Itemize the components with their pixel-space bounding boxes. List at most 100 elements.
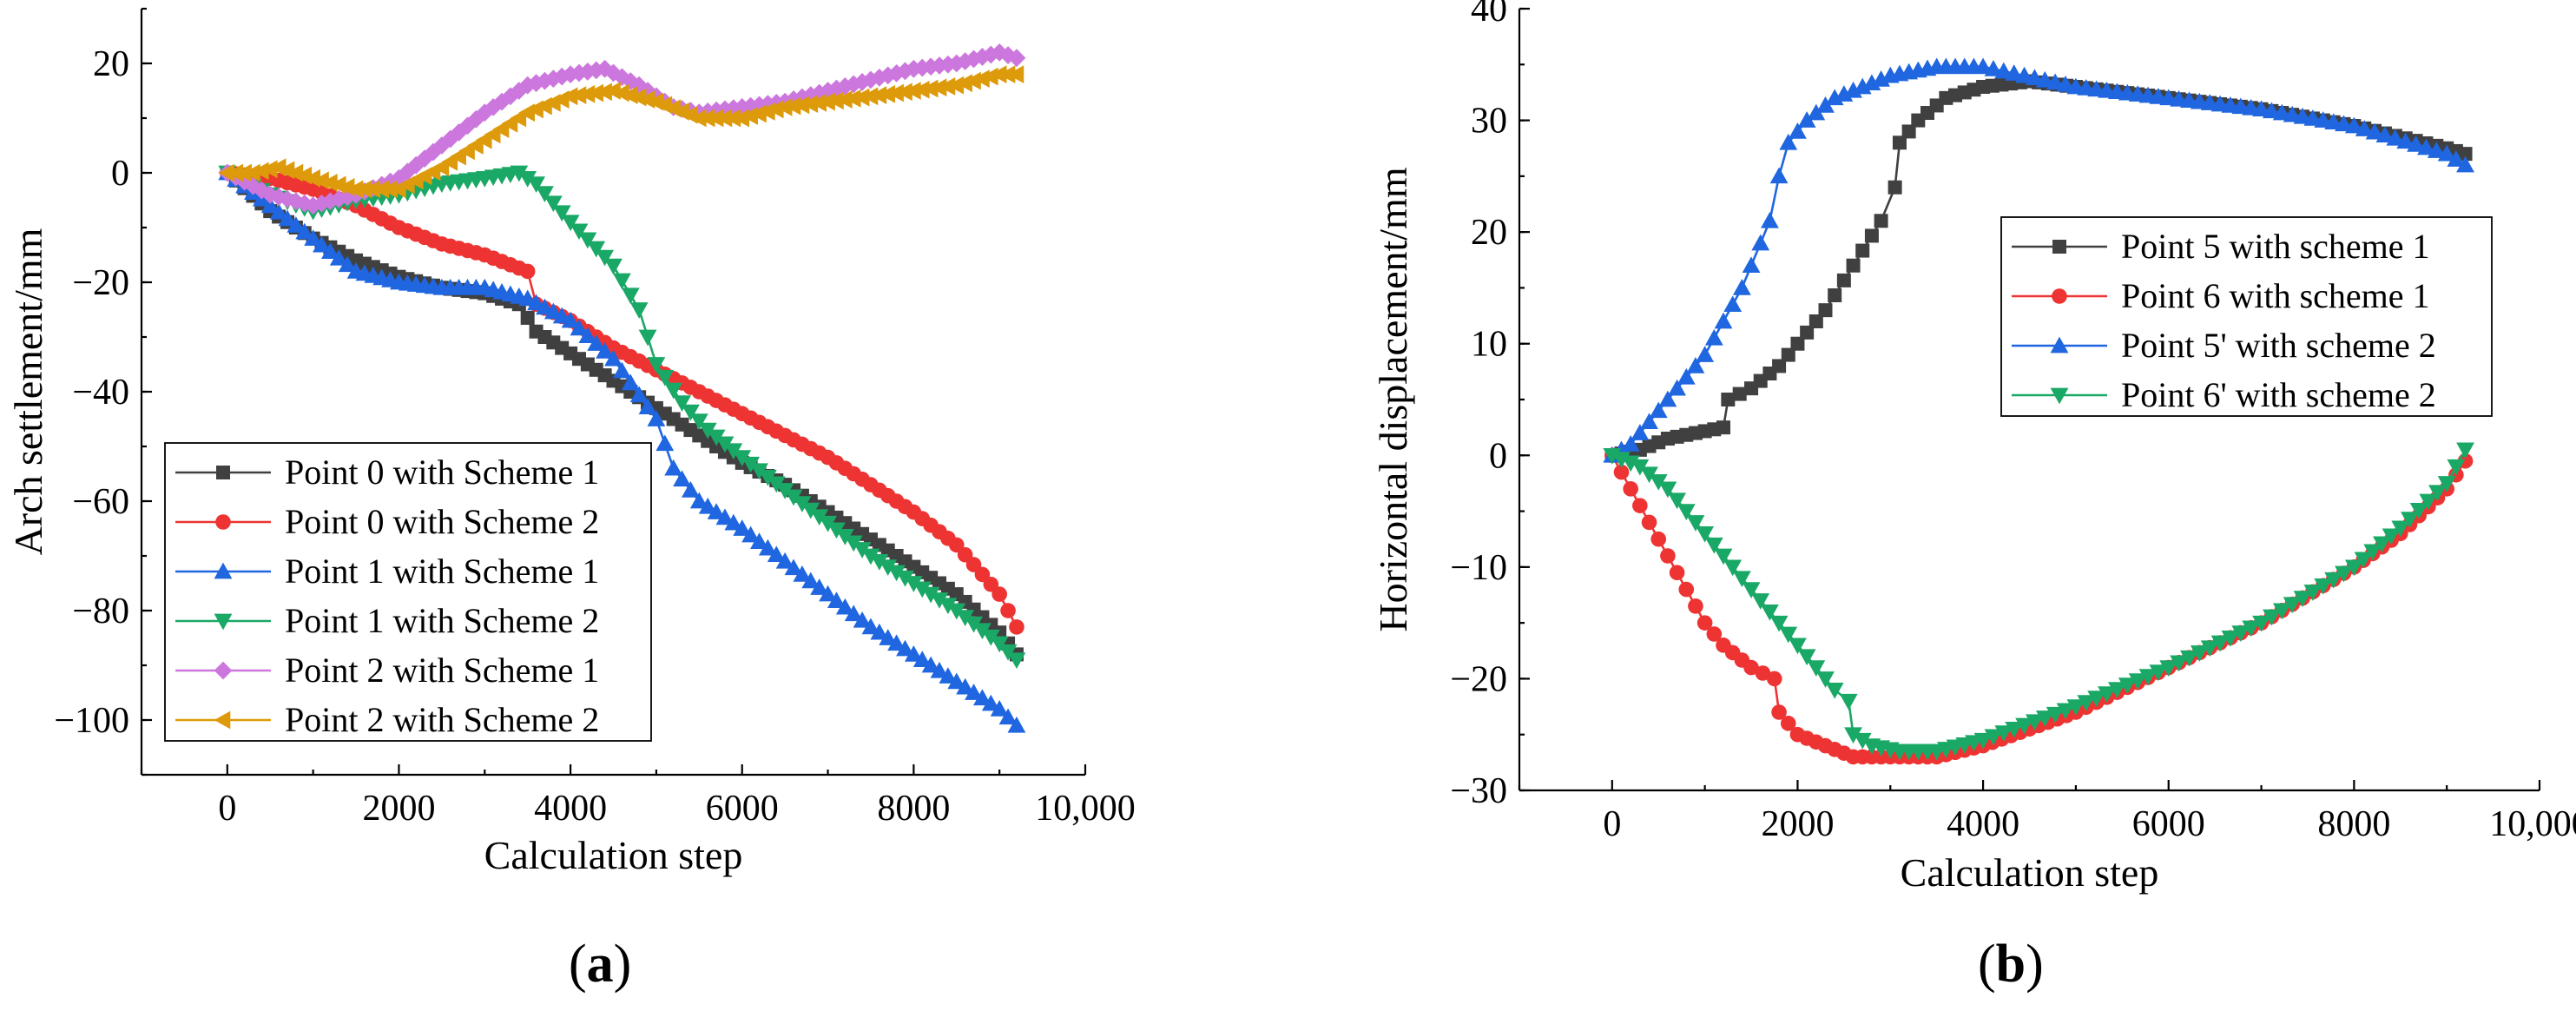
series-point: [912, 58, 932, 77]
series-point: [844, 535, 863, 552]
series-point: [775, 483, 794, 499]
series-point: [1772, 359, 1787, 373]
series-point: [912, 651, 932, 668]
series-point: [948, 537, 965, 553]
series-point: [570, 319, 589, 336]
y-tick-label: 40: [1471, 0, 1507, 30]
series-point: [2344, 116, 2363, 134]
series-point: [2005, 64, 2024, 81]
series-point: [1769, 615, 1789, 632]
series-point: [733, 109, 750, 128]
series-point: [784, 558, 803, 576]
series-point: [827, 91, 844, 110]
series-point: [578, 232, 597, 249]
series-point: [965, 71, 981, 90]
series-point: [921, 656, 940, 673]
series-point: [1892, 135, 1907, 150]
series-point: [1853, 732, 1872, 750]
series-point: [1677, 504, 1696, 520]
series-point: [689, 492, 708, 509]
series-point: [1808, 314, 1823, 328]
legend-label: Point 2 with Scheme 1: [285, 651, 599, 690]
series-point: [733, 519, 752, 536]
legend-label: Point 5 with scheme 1: [2121, 227, 2430, 266]
series-point: [1761, 604, 1779, 621]
series-point: [2386, 129, 2405, 146]
series-point: [321, 242, 339, 260]
series-point: [844, 605, 863, 622]
series-point: [2190, 645, 2209, 662]
series-point: [921, 79, 939, 98]
y-tick-label: −60: [72, 482, 129, 522]
series-point: [638, 90, 656, 109]
series-point: [758, 469, 777, 486]
series-point: [801, 572, 820, 589]
series-point: [1742, 582, 1761, 598]
series-point: [612, 361, 631, 379]
series-point: [2283, 105, 2302, 122]
series-point: [2344, 559, 2363, 577]
series-point: [2314, 578, 2333, 595]
series-point: [947, 76, 965, 95]
series-point: [930, 78, 947, 97]
series-point: [2456, 155, 2474, 173]
series-point: [1781, 347, 1795, 362]
legend-label: Point 5' with scheme 2: [2121, 326, 2436, 365]
series-point: [819, 585, 837, 602]
series-point: [956, 74, 972, 93]
series-point: [1755, 665, 1771, 681]
series-point: [1621, 435, 1640, 452]
series-point: [715, 109, 733, 128]
series-point: [2419, 493, 2438, 511]
series-point: [973, 69, 990, 89]
series-point: [424, 142, 443, 162]
series-point: [1751, 234, 1770, 251]
legend-label: Point 6' with scheme 2: [2121, 375, 2436, 414]
series-point: [1714, 312, 1733, 329]
series-point: [2149, 664, 2168, 681]
series-point: [973, 623, 992, 640]
y-tick-label: −20: [1450, 659, 1507, 699]
series-point: [235, 163, 252, 182]
series-point: [313, 235, 331, 253]
legend-label: Point 1 with Scheme 1: [285, 552, 599, 591]
series-point: [604, 63, 623, 83]
panel-b: 0 2000 4000 6000 8000 10,000 40 30 20 10 0 −10 −20 −3…: [1371, 0, 2576, 994]
series-point: [587, 83, 604, 102]
series-point: [2303, 109, 2322, 126]
series-point: [346, 180, 364, 199]
series-point: [673, 395, 691, 412]
series-point: [912, 581, 932, 598]
series-point: [998, 644, 1018, 661]
series-point: [2046, 706, 2065, 724]
series-point: [1007, 652, 1026, 670]
series-point: [561, 87, 578, 106]
x-tick-label: 8000: [877, 789, 950, 829]
series-point: [1696, 525, 1715, 543]
series-point: [1704, 328, 1723, 346]
series-point: [707, 109, 724, 128]
panel-label-paren: (: [569, 935, 587, 994]
series-point: [965, 684, 983, 700]
series-point: [2428, 485, 2447, 502]
y-tick-label: −30: [1450, 771, 1507, 811]
x-tick-label: 4000: [534, 789, 607, 829]
series-point: [1668, 379, 1686, 396]
y-tick-label: −10: [1450, 548, 1507, 588]
series-point: [544, 195, 563, 213]
series-point: [2077, 695, 2096, 711]
series-point: [715, 436, 735, 453]
series-point: [698, 497, 717, 514]
series-point: [853, 88, 870, 107]
y-tick-label: 20: [1471, 213, 1507, 253]
panel-label: (b): [1978, 935, 2044, 994]
legend-marker: [2052, 288, 2067, 304]
series-point: [724, 443, 743, 460]
x-tick-label: 10,000: [1035, 789, 1136, 829]
series-point: [939, 55, 958, 74]
series-point: [939, 77, 956, 96]
legend-marker: [214, 661, 233, 680]
series-point: [707, 429, 726, 446]
legend-marker: [215, 514, 231, 530]
